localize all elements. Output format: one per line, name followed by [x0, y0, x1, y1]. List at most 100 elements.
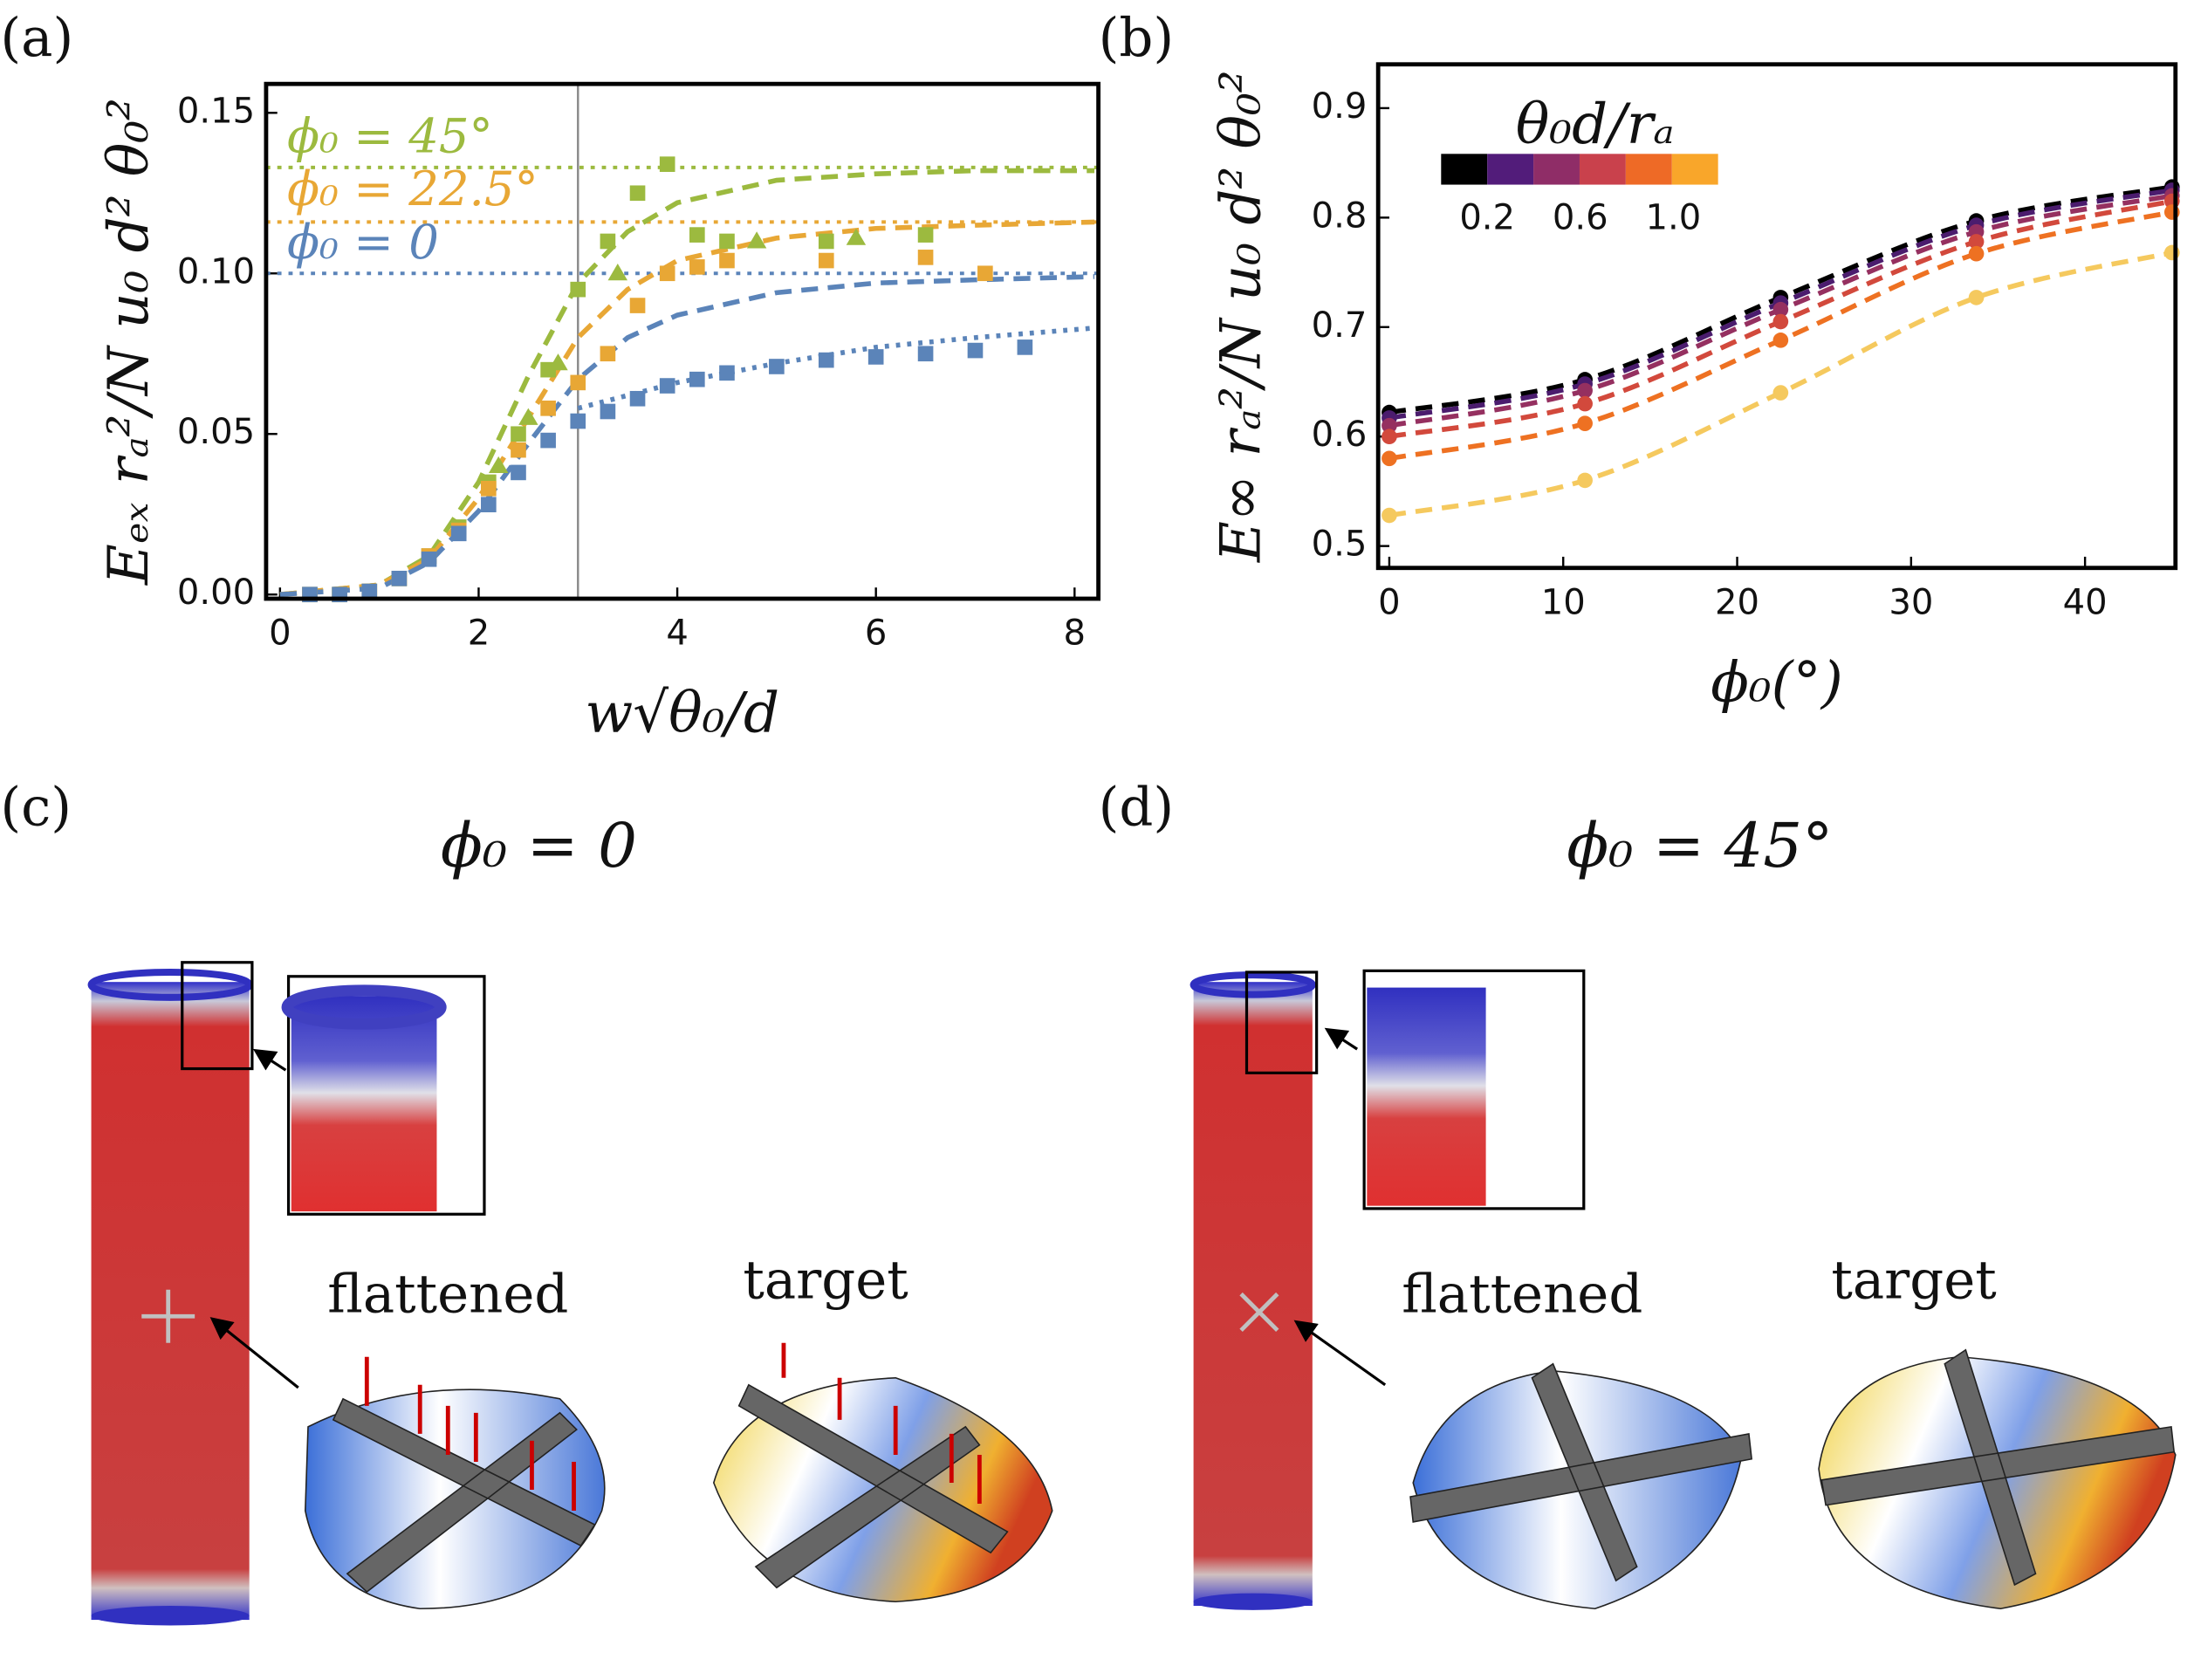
marker — [846, 228, 867, 245]
marker — [607, 264, 628, 281]
panel-title: ϕ₀ = 45° — [1567, 810, 1833, 881]
arrow — [252, 1048, 287, 1072]
marker — [1968, 234, 1985, 250]
marker — [570, 281, 586, 298]
marker — [450, 525, 467, 542]
marker — [511, 426, 526, 442]
marker — [570, 413, 586, 429]
marker — [1017, 339, 1033, 355]
marker — [1577, 415, 1593, 431]
marker — [818, 352, 834, 368]
marker — [511, 442, 526, 458]
plot: 0 2 4 6 8 0.00 0.05 0.10 0.15 w√θ₀/d Eₑₓ rₐ²/N u₀ … — [96, 81, 1101, 746]
cylinder-rim — [1190, 971, 1316, 998]
annotation: ϕ₀ = 0 — [287, 214, 439, 270]
marker — [818, 252, 834, 269]
marker — [1772, 313, 1789, 330]
marker — [629, 390, 646, 407]
marker — [1382, 417, 1397, 434]
annotation: ϕ₀ = 45° — [287, 107, 493, 163]
x-tick-label: 6 — [865, 614, 888, 654]
cross-rods — [737, 1383, 1009, 1589]
panel-label: (c) — [0, 777, 72, 839]
marker — [977, 265, 993, 282]
x-axis-label: ϕ₀(°) — [1711, 649, 1842, 715]
colorbar-swatch — [1487, 154, 1534, 185]
colorbar-swatch — [1533, 154, 1580, 185]
illustration-d — [1190, 969, 2177, 1610]
marker — [917, 227, 934, 243]
cylinder — [1193, 982, 1313, 1607]
inset-surface — [291, 996, 437, 1212]
y-tick-label: 0.15 — [177, 91, 255, 131]
marker — [917, 346, 934, 362]
x-tick-label: 4 — [666, 614, 689, 654]
marker — [391, 571, 408, 586]
marker — [818, 233, 834, 250]
marker — [600, 403, 616, 420]
y-tick-label: 0.10 — [177, 251, 255, 291]
y-tick-label: 0.5 — [1312, 525, 1368, 565]
panel-title: ϕ₀ = 0 — [441, 810, 637, 881]
marker — [659, 378, 675, 394]
marker — [719, 252, 735, 269]
marker — [540, 400, 556, 416]
marker — [1772, 385, 1789, 401]
inset-surface — [1367, 987, 1486, 1206]
marker — [867, 349, 884, 365]
marker — [719, 365, 735, 381]
series-line — [279, 219, 1095, 598]
marker — [1577, 382, 1593, 399]
marker — [1968, 290, 1985, 305]
cross-mark — [1239, 1292, 1279, 1332]
series-line — [577, 326, 1095, 411]
label: flattened — [327, 1264, 568, 1326]
y-tick-label: 0.8 — [1312, 195, 1368, 236]
marker — [511, 464, 526, 481]
marker — [1577, 472, 1593, 489]
marker — [421, 551, 437, 567]
colorbar-swatch — [1441, 154, 1488, 185]
colorbar-tick-label: 0.2 — [1459, 198, 1515, 238]
cross-rods — [1409, 1362, 1753, 1582]
marker — [548, 353, 568, 371]
cylinder-rim — [87, 968, 253, 1001]
y-axis-label: E∞ rₐ²/N u₀ d² θ₀² — [1208, 70, 1273, 563]
marker — [1382, 450, 1397, 467]
marker — [1382, 507, 1397, 524]
arrow — [209, 1317, 299, 1389]
marker — [1772, 301, 1789, 318]
panel-label: (d) — [1099, 777, 1174, 839]
label: target — [743, 1250, 908, 1312]
marker — [1772, 333, 1789, 348]
arrow — [1293, 1320, 1387, 1387]
cross-mark — [141, 1289, 195, 1343]
colorbar-tick-label: 0.6 — [1553, 198, 1608, 238]
y-tick-label: 0.00 — [177, 573, 255, 613]
x-tick-label: 10 — [1541, 582, 1586, 622]
marker — [361, 583, 378, 600]
marker — [629, 185, 646, 202]
marker — [1968, 245, 1985, 262]
director-arrows — [364, 1356, 576, 1512]
marker — [570, 374, 586, 391]
arrow — [1324, 1027, 1359, 1051]
colorbar-swatch — [1625, 154, 1672, 185]
illustration-c — [87, 961, 1053, 1626]
marker — [481, 480, 497, 497]
cylinder-base — [1193, 1593, 1313, 1610]
zoom-box — [1244, 970, 1319, 1074]
plot-frame — [1375, 62, 2178, 571]
series-line — [279, 274, 1095, 598]
director-arrows — [781, 1342, 982, 1505]
colorbar-tick-label: 1.0 — [1646, 198, 1702, 238]
marker — [689, 227, 705, 243]
label: flattened — [1402, 1264, 1642, 1326]
x-tick-label: 2 — [468, 614, 490, 654]
colorbar-title: θ₀d/rₐ — [1516, 92, 1675, 157]
y-axis-label: Eₑₓ rₐ²/N u₀ d² θ₀² — [96, 98, 161, 586]
marker — [917, 250, 934, 265]
cross-rods — [1820, 1348, 2176, 1587]
marker — [1382, 429, 1397, 445]
